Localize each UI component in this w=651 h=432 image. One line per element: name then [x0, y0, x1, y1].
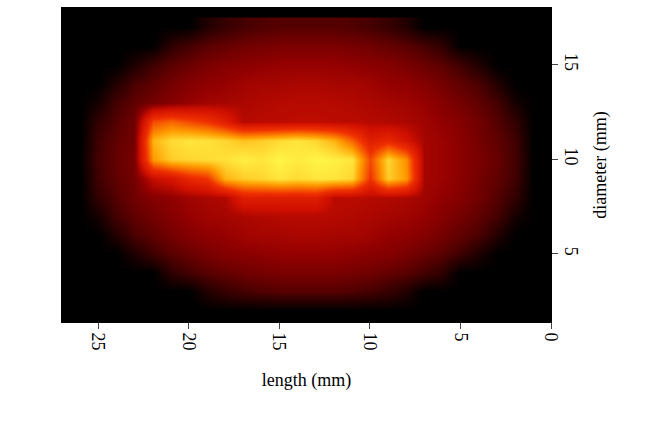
svg-text:15: 15 [561, 53, 581, 71]
svg-text:10: 10 [561, 148, 581, 166]
svg-text:5: 5 [561, 247, 581, 256]
svg-text:length (mm): length (mm) [262, 370, 351, 391]
svg-text:diameter (mm): diameter (mm) [590, 111, 611, 218]
svg-text:15: 15 [269, 333, 289, 351]
svg-text:5: 5 [451, 333, 471, 342]
svg-text:20: 20 [179, 333, 199, 351]
svg-text:0: 0 [541, 333, 561, 342]
svg-text:10: 10 [360, 333, 380, 351]
svg-text:25: 25 [88, 333, 108, 351]
